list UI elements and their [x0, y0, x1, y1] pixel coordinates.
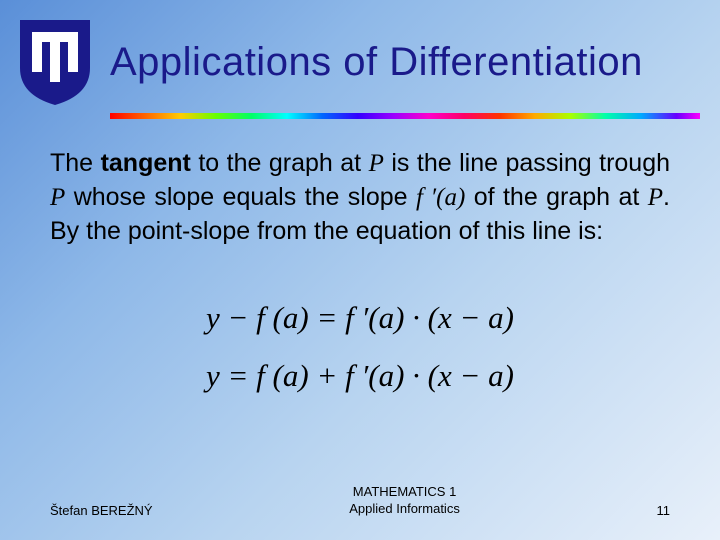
tangent-bold: tangent [101, 149, 191, 177]
text: The [50, 149, 101, 177]
variable-p: P [369, 150, 384, 177]
footer: Štefan BEREŽNÝ MATHEMATICS 1 Applied Inf… [0, 484, 720, 518]
text: of the graph at [465, 183, 647, 211]
university-logo [20, 20, 90, 105]
variable-p: P [648, 184, 663, 211]
footer-page-number: 11 [656, 503, 670, 518]
slide-title: Applications of Differentiation [110, 40, 643, 85]
fprime-a: f ′(a) [416, 184, 465, 211]
equations-block: y − f (a) = f ′(a) · (x − a) y = f (a) +… [0, 248, 720, 394]
body-paragraph: The tangent to the graph at P is the lin… [0, 119, 720, 248]
text: whose slope equals the slope [65, 183, 416, 211]
course-line-1: MATHEMATICS 1 [349, 484, 460, 501]
equation-2: y = f (a) + f ′(a) · (x − a) [0, 358, 720, 394]
text: is the line passing trough [384, 149, 670, 177]
text: to the graph at [191, 149, 369, 177]
course-line-2: Applied Informatics [349, 501, 460, 518]
footer-course: MATHEMATICS 1 Applied Informatics [349, 484, 460, 518]
equation-1: y − f (a) = f ′(a) · (x − a) [0, 300, 720, 336]
variable-p: P [50, 184, 65, 211]
footer-author: Štefan BEREŽNÝ [50, 503, 153, 518]
